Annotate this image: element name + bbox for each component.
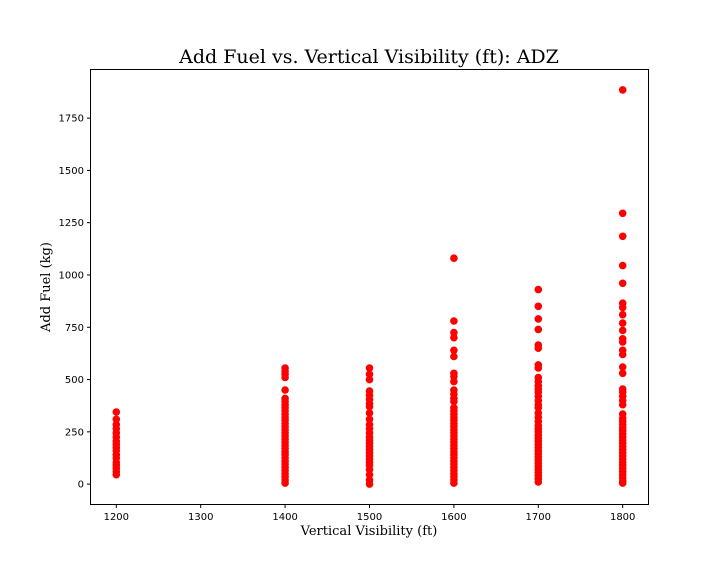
x-axis-label: Vertical Visibility (ft) xyxy=(300,524,438,539)
data-point xyxy=(618,261,627,270)
data-point xyxy=(365,480,374,488)
data-point xyxy=(618,232,627,241)
data-point xyxy=(618,209,627,218)
data-point xyxy=(618,400,627,409)
y-tick-label: 1750 xyxy=(59,114,84,125)
data-point xyxy=(281,373,289,382)
data-point xyxy=(618,326,627,335)
data-point xyxy=(618,369,627,378)
data-point xyxy=(618,363,627,371)
x-tick-label: 1600 xyxy=(441,512,466,523)
data-point xyxy=(281,386,289,394)
data-point xyxy=(534,364,543,372)
data-point xyxy=(365,415,374,424)
data-point xyxy=(534,285,543,294)
x-tick-label: 1400 xyxy=(272,512,297,523)
y-tick-label: 750 xyxy=(65,323,84,334)
x-tick-label: 1500 xyxy=(357,512,382,523)
data-point xyxy=(450,397,458,406)
points-layer xyxy=(112,86,627,488)
y-axis-label: Add Fuel (kg) xyxy=(39,242,54,333)
data-point xyxy=(450,352,458,361)
data-point xyxy=(618,310,627,319)
data-point xyxy=(450,372,458,381)
data-point xyxy=(534,315,543,323)
data-point xyxy=(112,470,121,479)
data-point xyxy=(365,402,374,411)
data-point xyxy=(534,478,543,486)
x-axis: 1200 1300 1400 1500 1600 1700 1800 xyxy=(104,504,635,523)
y-axis: 0 250 500 750 1000 1250 1500 1750 xyxy=(59,114,91,491)
data-point xyxy=(534,404,543,412)
data-point xyxy=(534,325,543,334)
data-point xyxy=(365,465,374,474)
data-point xyxy=(450,317,458,325)
data-point xyxy=(534,344,543,353)
data-point xyxy=(112,415,121,424)
data-point xyxy=(450,377,458,386)
data-point xyxy=(450,333,458,342)
data-point xyxy=(365,375,374,384)
data-point xyxy=(365,409,374,417)
data-point xyxy=(450,328,458,337)
data-point xyxy=(450,346,458,355)
data-point xyxy=(365,470,374,479)
data-point xyxy=(281,479,289,487)
data-point xyxy=(365,364,374,372)
y-tick-label: 500 xyxy=(65,375,84,386)
y-tick-label: 1250 xyxy=(59,218,84,229)
y-tick-label: 0 xyxy=(78,480,84,491)
y-tick-label: 250 xyxy=(65,427,84,438)
data-point xyxy=(450,479,458,487)
data-point xyxy=(618,319,627,327)
x-tick-label: 1300 xyxy=(188,512,213,523)
data-point xyxy=(112,408,121,416)
chart-title: Add Fuel vs. Vertical Visibility (ft): A… xyxy=(178,46,559,68)
data-point xyxy=(618,338,627,346)
x-tick-label: 1200 xyxy=(104,512,129,523)
y-tick-label: 1500 xyxy=(59,166,84,177)
data-point xyxy=(618,479,627,487)
data-point xyxy=(450,254,458,262)
data-point xyxy=(618,350,627,359)
data-point xyxy=(618,303,627,312)
x-tick-label: 1700 xyxy=(526,512,551,523)
data-point xyxy=(618,86,627,94)
data-point xyxy=(365,370,374,379)
y-tick-label: 1000 xyxy=(59,270,84,281)
data-point xyxy=(618,279,627,288)
data-point xyxy=(534,302,543,311)
x-tick-label: 1800 xyxy=(610,512,635,523)
